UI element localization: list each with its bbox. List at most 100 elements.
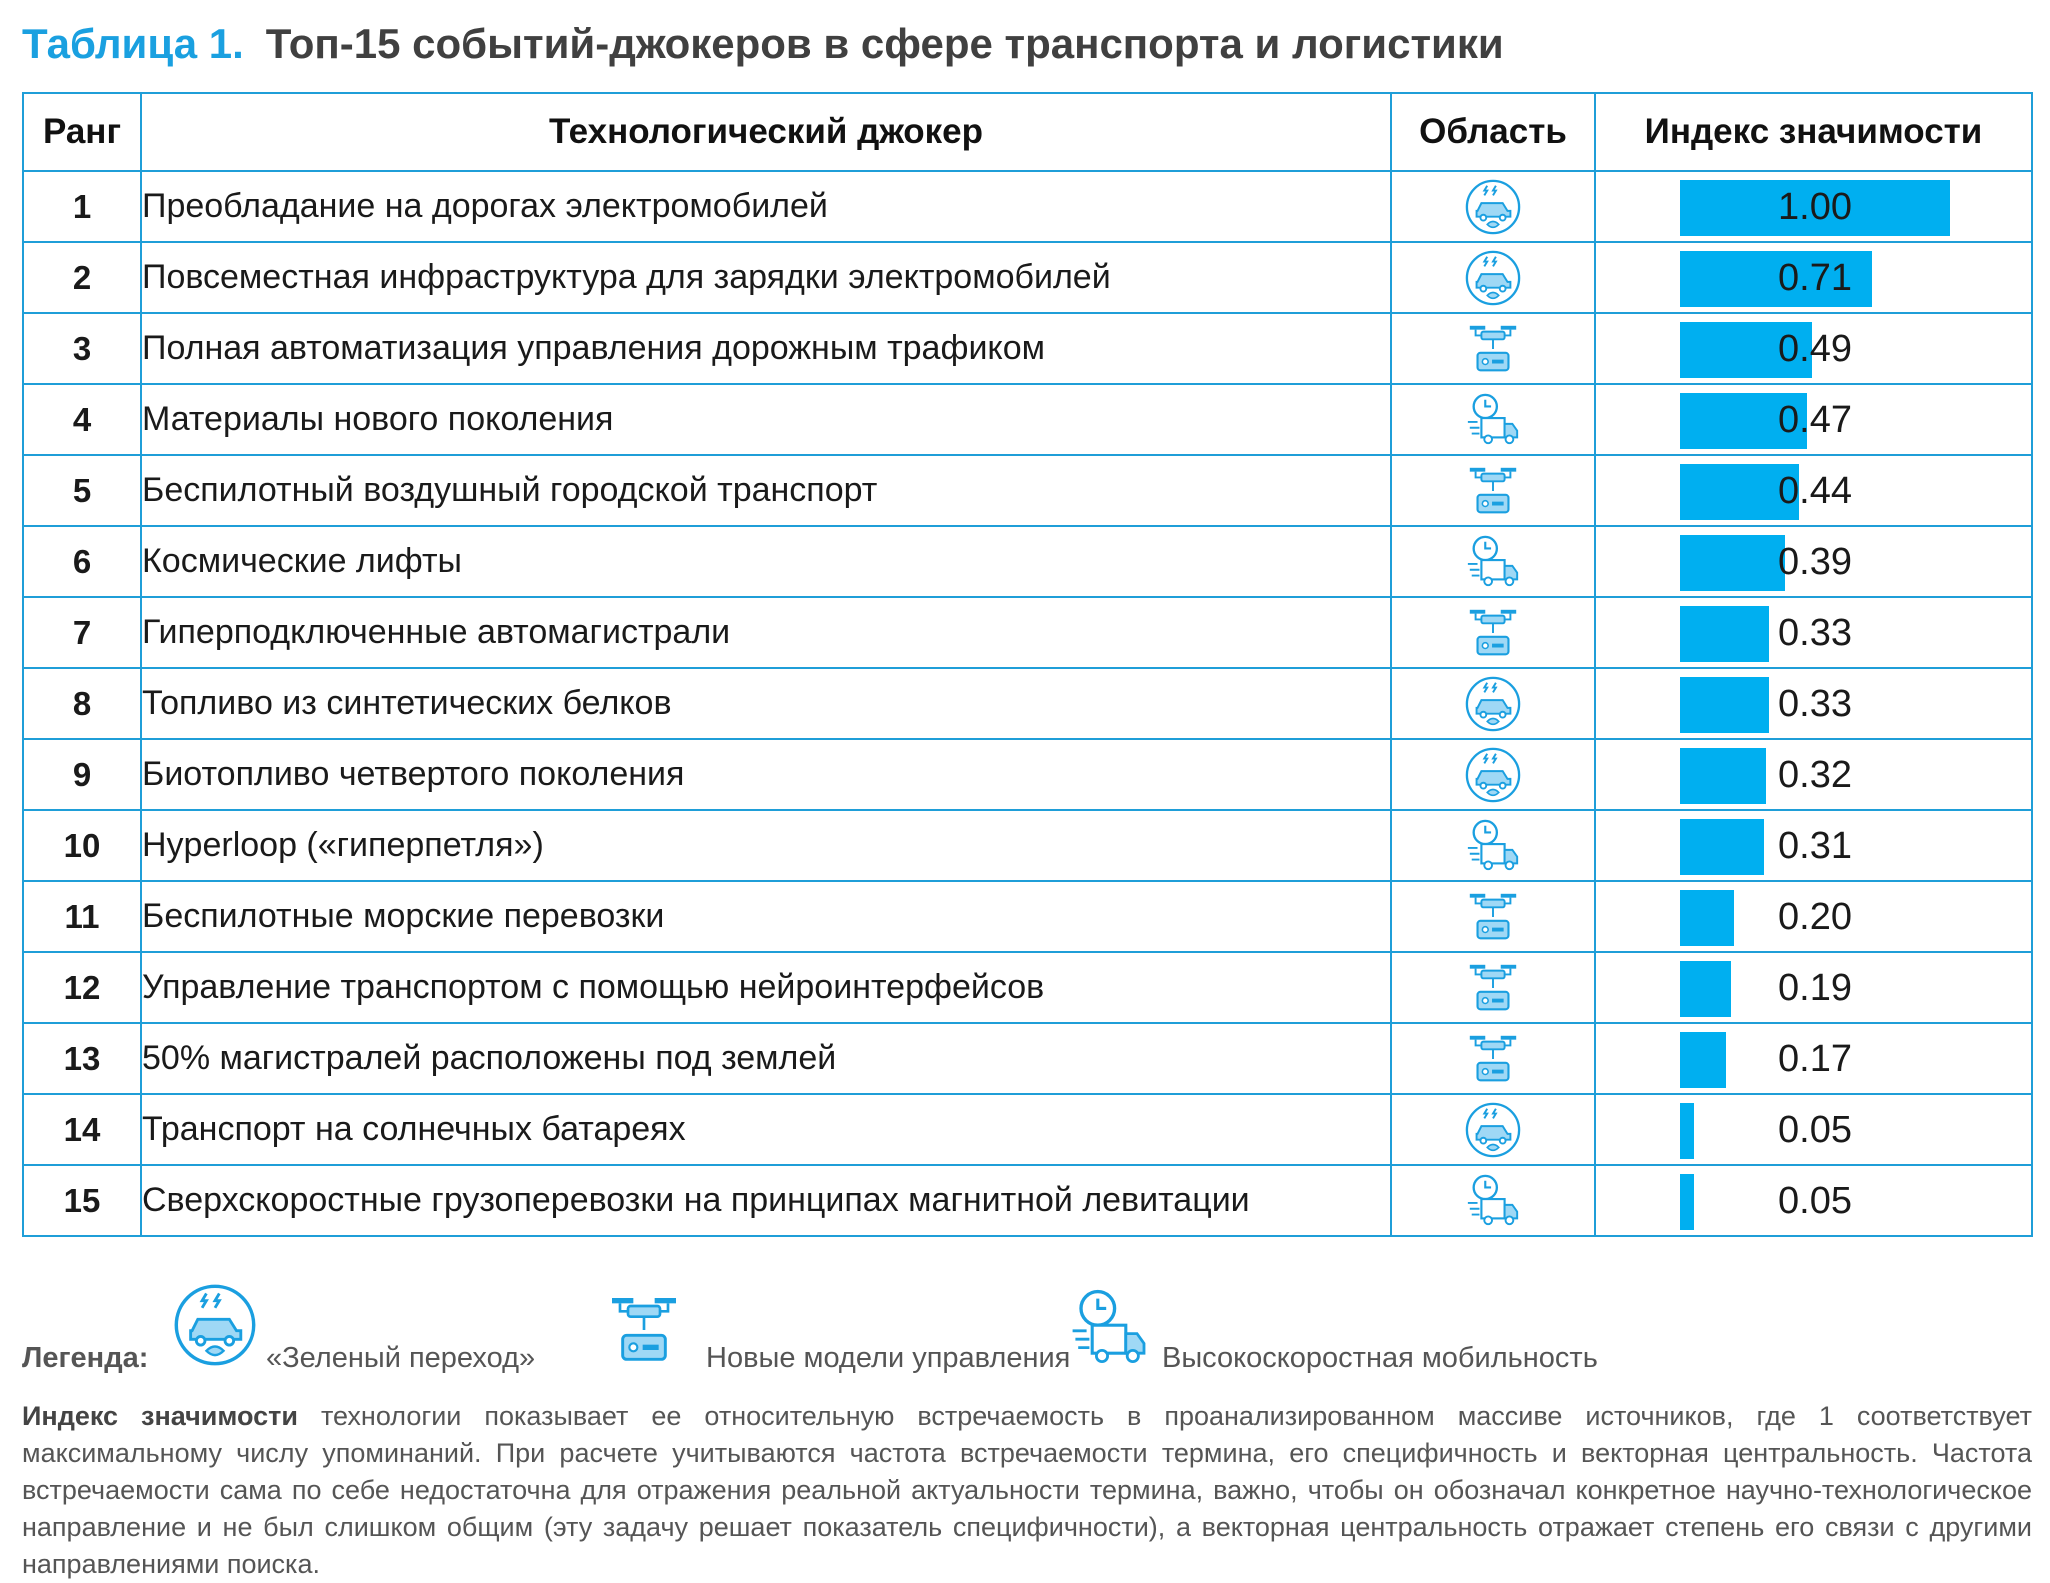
table-row: 4 Материалы нового поколения 0.47 [22,383,2033,456]
index-value: 0.31 [1778,825,1852,867]
rank-cell: 13 [22,1022,142,1095]
green-transition-icon [1464,178,1522,236]
table-row: 13 50% магистралей расположены под землей… [22,1022,2033,1095]
rank-cell: 10 [22,809,142,882]
drone-control-icon [1464,959,1522,1017]
index-bar [1680,180,1950,236]
area-cell [1390,667,1596,740]
table-row: 15 Сверхскоростные грузоперевозки на прин… [22,1164,2033,1237]
index-bar [1680,251,1872,307]
area-cell [1390,312,1596,385]
rank-cell: 14 [22,1093,142,1166]
rank-cell: 2 [22,241,142,314]
index-value: 0.32 [1778,754,1852,796]
jokers-table: Ранг Технологический джокер Область Инде… [22,92,2033,1237]
table-body: 1 Преобладание на дорогах электромобилей 1… [22,170,2033,1237]
area-cell [1390,738,1596,811]
index-bar [1680,677,1769,733]
index-cell: 0.05 [1594,1164,2033,1237]
joker-name-cell: Беспилотный воздушный городской транспор… [140,454,1392,527]
index-value: 0.71 [1778,257,1852,299]
area-cell [1390,170,1596,243]
table-row: 10 Hyperloop («гиперпетля») 0.31 [22,809,2033,882]
rank-cell: 4 [22,383,142,456]
index-cell: 0.39 [1594,525,2033,598]
legend: Легенда: «Зеленый переход» Новые модели … [22,1282,2032,1402]
table-row: 3 Полная автоматизация управления дорожны… [22,312,2033,385]
index-bar [1680,890,1734,946]
index-cell: 0.47 [1594,383,2033,456]
rank-cell: 15 [22,1164,142,1237]
index-bar [1680,393,1807,449]
joker-name-cell: 50% магистралей расположены под землей [140,1022,1392,1095]
rank-cell: 5 [22,454,142,527]
table-caption: Таблица 1. Топ-15 событий-джокеров в сфер… [22,14,1504,74]
area-cell [1390,1164,1596,1237]
fast-truck-icon [1062,1286,1156,1370]
index-value: 0.05 [1778,1109,1852,1151]
fast-truck-icon [1464,817,1522,875]
rank-cell: 12 [22,951,142,1024]
index-bar [1680,322,1812,378]
index-cell: 0.19 [1594,951,2033,1024]
green-transition-icon [172,1282,258,1368]
table-row: 9 Биотопливо четвертого поколения 0.32 [22,738,2033,811]
index-cell: 1.00 [1594,170,2033,243]
rank-cell: 11 [22,880,142,953]
col-header-rank: Ранг [22,92,142,172]
index-cell: 0.49 [1594,312,2033,385]
index-bar [1680,1103,1694,1159]
area-cell [1390,1022,1596,1095]
area-cell [1390,596,1596,669]
fast-truck-icon [1464,1172,1522,1230]
area-cell [1390,1093,1596,1166]
index-value: 0.33 [1778,683,1852,725]
area-cell [1390,880,1596,953]
index-value: 0.49 [1778,328,1852,370]
joker-name-cell: Материалы нового поколения [140,383,1392,456]
col-header-joker: Технологический джокер [140,92,1392,172]
index-cell: 0.17 [1594,1022,2033,1095]
index-value: 0.39 [1778,541,1852,583]
table-row: 6 Космические лифты 0.39 [22,525,2033,598]
joker-name-cell: Транспорт на солнечных батареях [140,1093,1392,1166]
rank-cell: 1 [22,170,142,243]
drone-control-icon [1464,1030,1522,1088]
index-cell: 0.44 [1594,454,2033,527]
green-transition-icon [1464,249,1522,307]
joker-name-cell: Преобладание на дорогах электромобилей [140,170,1392,243]
index-bar [1680,464,1799,520]
table-row: 14 Транспорт на солнечных батареях 0.05 [22,1093,2033,1166]
joker-name-cell: Управление транспортом с помощью нейроин… [140,951,1392,1024]
table-row: 8 Топливо из синтетических белков 0.33 [22,667,2033,740]
joker-name-cell: Космические лифты [140,525,1392,598]
area-cell [1390,383,1596,456]
table-row: 1 Преобладание на дорогах электромобилей 1… [22,170,2033,243]
area-cell [1390,951,1596,1024]
table-row: 7 Гиперподключенные автомагистрали 0.33 [22,596,2033,669]
drone-control-icon [604,1290,684,1370]
index-bar [1680,606,1769,662]
index-bar [1680,1174,1694,1230]
footnote-term: Индекс значимости [22,1401,298,1431]
index-bar [1680,961,1731,1017]
rank-cell: 3 [22,312,142,385]
drone-control-icon [1464,462,1522,520]
index-value: 0.20 [1778,896,1852,938]
rank-cell: 6 [22,525,142,598]
index-cell: 0.05 [1594,1093,2033,1166]
rank-cell: 7 [22,596,142,669]
footnote-text: технологии показывает ее относительную в… [22,1401,2032,1579]
index-value: 0.05 [1778,1180,1852,1222]
drone-control-icon [1464,888,1522,946]
index-bar [1680,748,1766,804]
index-cell: 0.31 [1594,809,2033,882]
table-title: Топ-15 событий-джокеров в сфере транспор… [265,20,1504,67]
legend-label: Легенда: [22,1342,149,1374]
index-footnote: Индекс значимости технологии показывает … [22,1398,2032,1583]
legend-item-mobility: Высокоскоростная мобильность [1162,1342,1598,1374]
index-bar [1680,1032,1726,1088]
table-row: 2 Повсеместная инфраструктура для зарядки… [22,241,2033,314]
joker-name-cell: Биотопливо четвертого поколения [140,738,1392,811]
green-transition-icon [1464,746,1522,804]
